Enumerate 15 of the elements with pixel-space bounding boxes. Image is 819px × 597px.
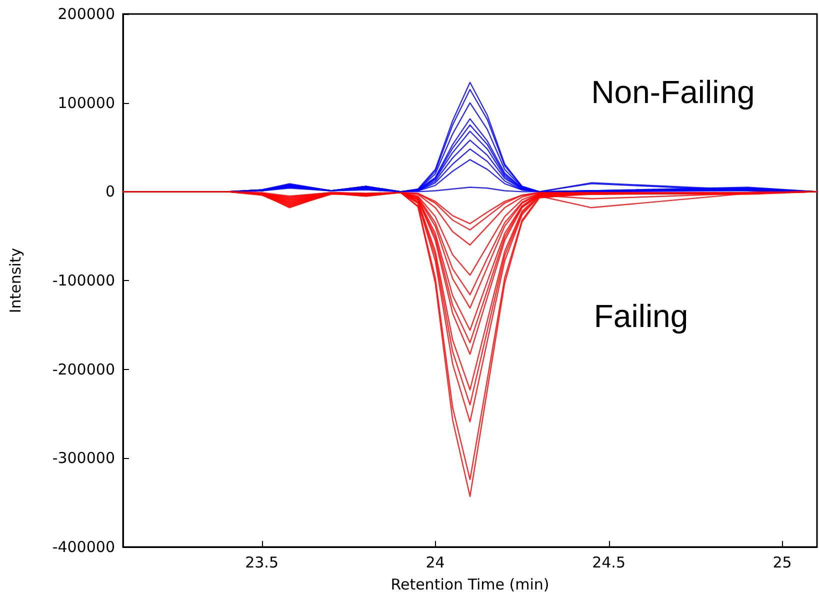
annotation: Failing (594, 298, 688, 334)
x-tick-label: 23.5 (245, 554, 279, 572)
y-tick-label: 100000 (58, 94, 115, 112)
y-tick-label: -100000 (52, 272, 115, 290)
y-tick-label: -400000 (52, 538, 115, 556)
x-tick-label: 25 (772, 554, 792, 572)
y-tick-label: -200000 (52, 360, 115, 378)
annotation: Non-Failing (591, 74, 755, 110)
x-tick-label: 24 (426, 554, 445, 572)
y-tick-label: 0 (105, 182, 115, 201)
x-tick-label: 24.5 (592, 554, 626, 572)
x-axis-title: Retention Time (min) (390, 576, 550, 594)
y-tick-label: -300000 (52, 449, 115, 468)
y-axis-title: Intensity (6, 248, 24, 314)
y-tick-label: 200000 (58, 5, 115, 23)
